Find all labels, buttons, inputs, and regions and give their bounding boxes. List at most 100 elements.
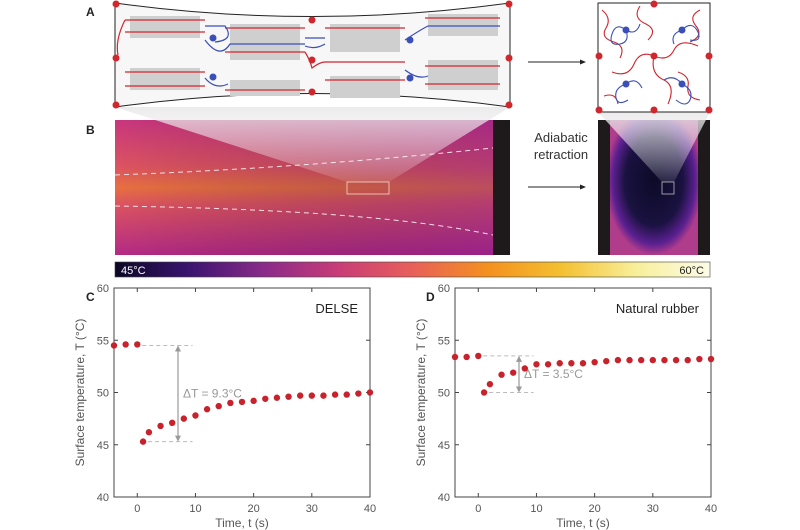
stretched-network-diagram — [112, 0, 513, 109]
colorbar-max-label: 60°C — [679, 265, 704, 277]
data-point — [227, 399, 234, 407]
colorbar-min-label: 45°C — [121, 265, 146, 277]
transition-label-line2: retraction — [534, 147, 588, 162]
data-point — [521, 365, 529, 372]
plot-frame — [113, 287, 371, 498]
panel-label-d: D — [426, 290, 435, 304]
data-point — [308, 392, 316, 399]
delta-label: ΔT = 9.3°C — [183, 387, 242, 401]
data-point — [145, 429, 153, 436]
data-point — [180, 415, 188, 422]
data-point — [110, 342, 118, 349]
y-tick-label: 40 — [438, 492, 450, 504]
data-point — [250, 397, 257, 405]
retracted-network-diagram — [595, 0, 713, 114]
chart-title-annotation: DELSE — [315, 301, 358, 316]
data-point — [568, 360, 575, 367]
magnification-cone — [115, 107, 510, 182]
x-tick-label: 10 — [530, 503, 542, 515]
panel-label-a: A — [86, 5, 95, 19]
data-point — [626, 356, 633, 364]
data-point — [533, 361, 540, 368]
transition-arrow-bottom — [528, 184, 586, 190]
delta-label: ΔT = 3.5°C — [524, 367, 583, 381]
data-point — [486, 380, 494, 388]
x-tick-label: 10 — [189, 503, 201, 515]
data-point — [238, 398, 246, 406]
data-point — [331, 391, 339, 398]
data-point — [707, 355, 715, 363]
data-point — [475, 352, 482, 360]
panel-label-c: C — [86, 290, 95, 304]
chart-title-annotation: Natural rubber — [616, 301, 700, 316]
data-point — [480, 389, 488, 396]
data-point — [157, 422, 164, 430]
data-point — [696, 355, 703, 363]
data-point — [122, 341, 129, 348]
y-tick-label: 55 — [97, 335, 109, 347]
data-point — [296, 392, 304, 399]
x-axis-label: Time, t (s) — [556, 516, 610, 530]
data-point — [637, 356, 645, 364]
delta-arrowhead — [516, 386, 522, 393]
y-tick-label: 40 — [97, 492, 109, 504]
y-tick-label: 60 — [438, 283, 450, 295]
y-tick-label: 45 — [438, 440, 450, 452]
data-point — [285, 393, 292, 400]
x-tick-label: 0 — [134, 503, 140, 515]
chart-c-delse: 0 10 20 30 40 40 45 50 55 60 Time, t (s) Surface te… — [73, 283, 376, 530]
data-point — [603, 357, 610, 365]
panel-label-b: B — [86, 123, 95, 137]
x-tick-label: 20 — [248, 503, 260, 515]
y-axis-label: Surface temperature, T (°C) — [73, 319, 87, 467]
data-point — [556, 360, 563, 367]
y-tick-label: 50 — [97, 388, 109, 400]
delta-arrowhead — [516, 355, 522, 362]
data-point — [661, 356, 668, 364]
x-tick-label: 30 — [306, 503, 318, 515]
data-point — [649, 356, 657, 364]
data-point — [192, 412, 199, 419]
x-tick-label: 40 — [705, 503, 717, 515]
data-point — [320, 392, 327, 399]
transition-label-line1: Adiabatic — [534, 130, 588, 145]
data-point — [591, 358, 598, 366]
specimen-edge-bottom — [114, 205, 494, 236]
data-point — [544, 361, 552, 368]
x-tick-label: 20 — [589, 503, 601, 515]
x-tick-label: 0 — [475, 503, 481, 515]
data-point — [215, 402, 222, 410]
temperature-colorbar: 45°C 60°C — [114, 261, 711, 278]
y-tick-label: 50 — [438, 388, 450, 400]
chart-d-natural-rubber: 0 10 20 30 40 40 45 50 55 60 Time, t (s) Surface te… — [414, 283, 717, 530]
transition-arrow-top — [528, 59, 586, 65]
data-point — [684, 356, 691, 364]
x-axis-label: Time, t (s) — [215, 516, 269, 530]
y-tick-label: 60 — [97, 283, 109, 295]
data-point — [203, 406, 211, 413]
y-tick-label: 55 — [438, 335, 450, 347]
y-tick-label: 45 — [97, 440, 109, 452]
data-point — [139, 438, 147, 445]
delta-arrowhead — [175, 435, 181, 442]
magnification-cone — [598, 112, 710, 182]
x-tick-label: 30 — [647, 503, 659, 515]
data-point — [579, 360, 587, 367]
plot-frame — [454, 287, 712, 498]
data-point — [509, 369, 517, 376]
data-point — [355, 390, 362, 397]
y-axis-label: Surface temperature, T (°C) — [414, 319, 428, 467]
data-point — [498, 371, 505, 378]
data-point — [134, 341, 141, 348]
data-point — [463, 353, 470, 361]
data-point — [168, 419, 176, 427]
data-point — [451, 353, 459, 361]
data-point — [343, 391, 350, 398]
data-point — [262, 395, 269, 402]
data-point — [273, 394, 281, 401]
data-point — [614, 356, 622, 364]
data-point — [672, 356, 680, 364]
delta-arrowhead — [175, 345, 181, 352]
data-point — [366, 389, 374, 396]
